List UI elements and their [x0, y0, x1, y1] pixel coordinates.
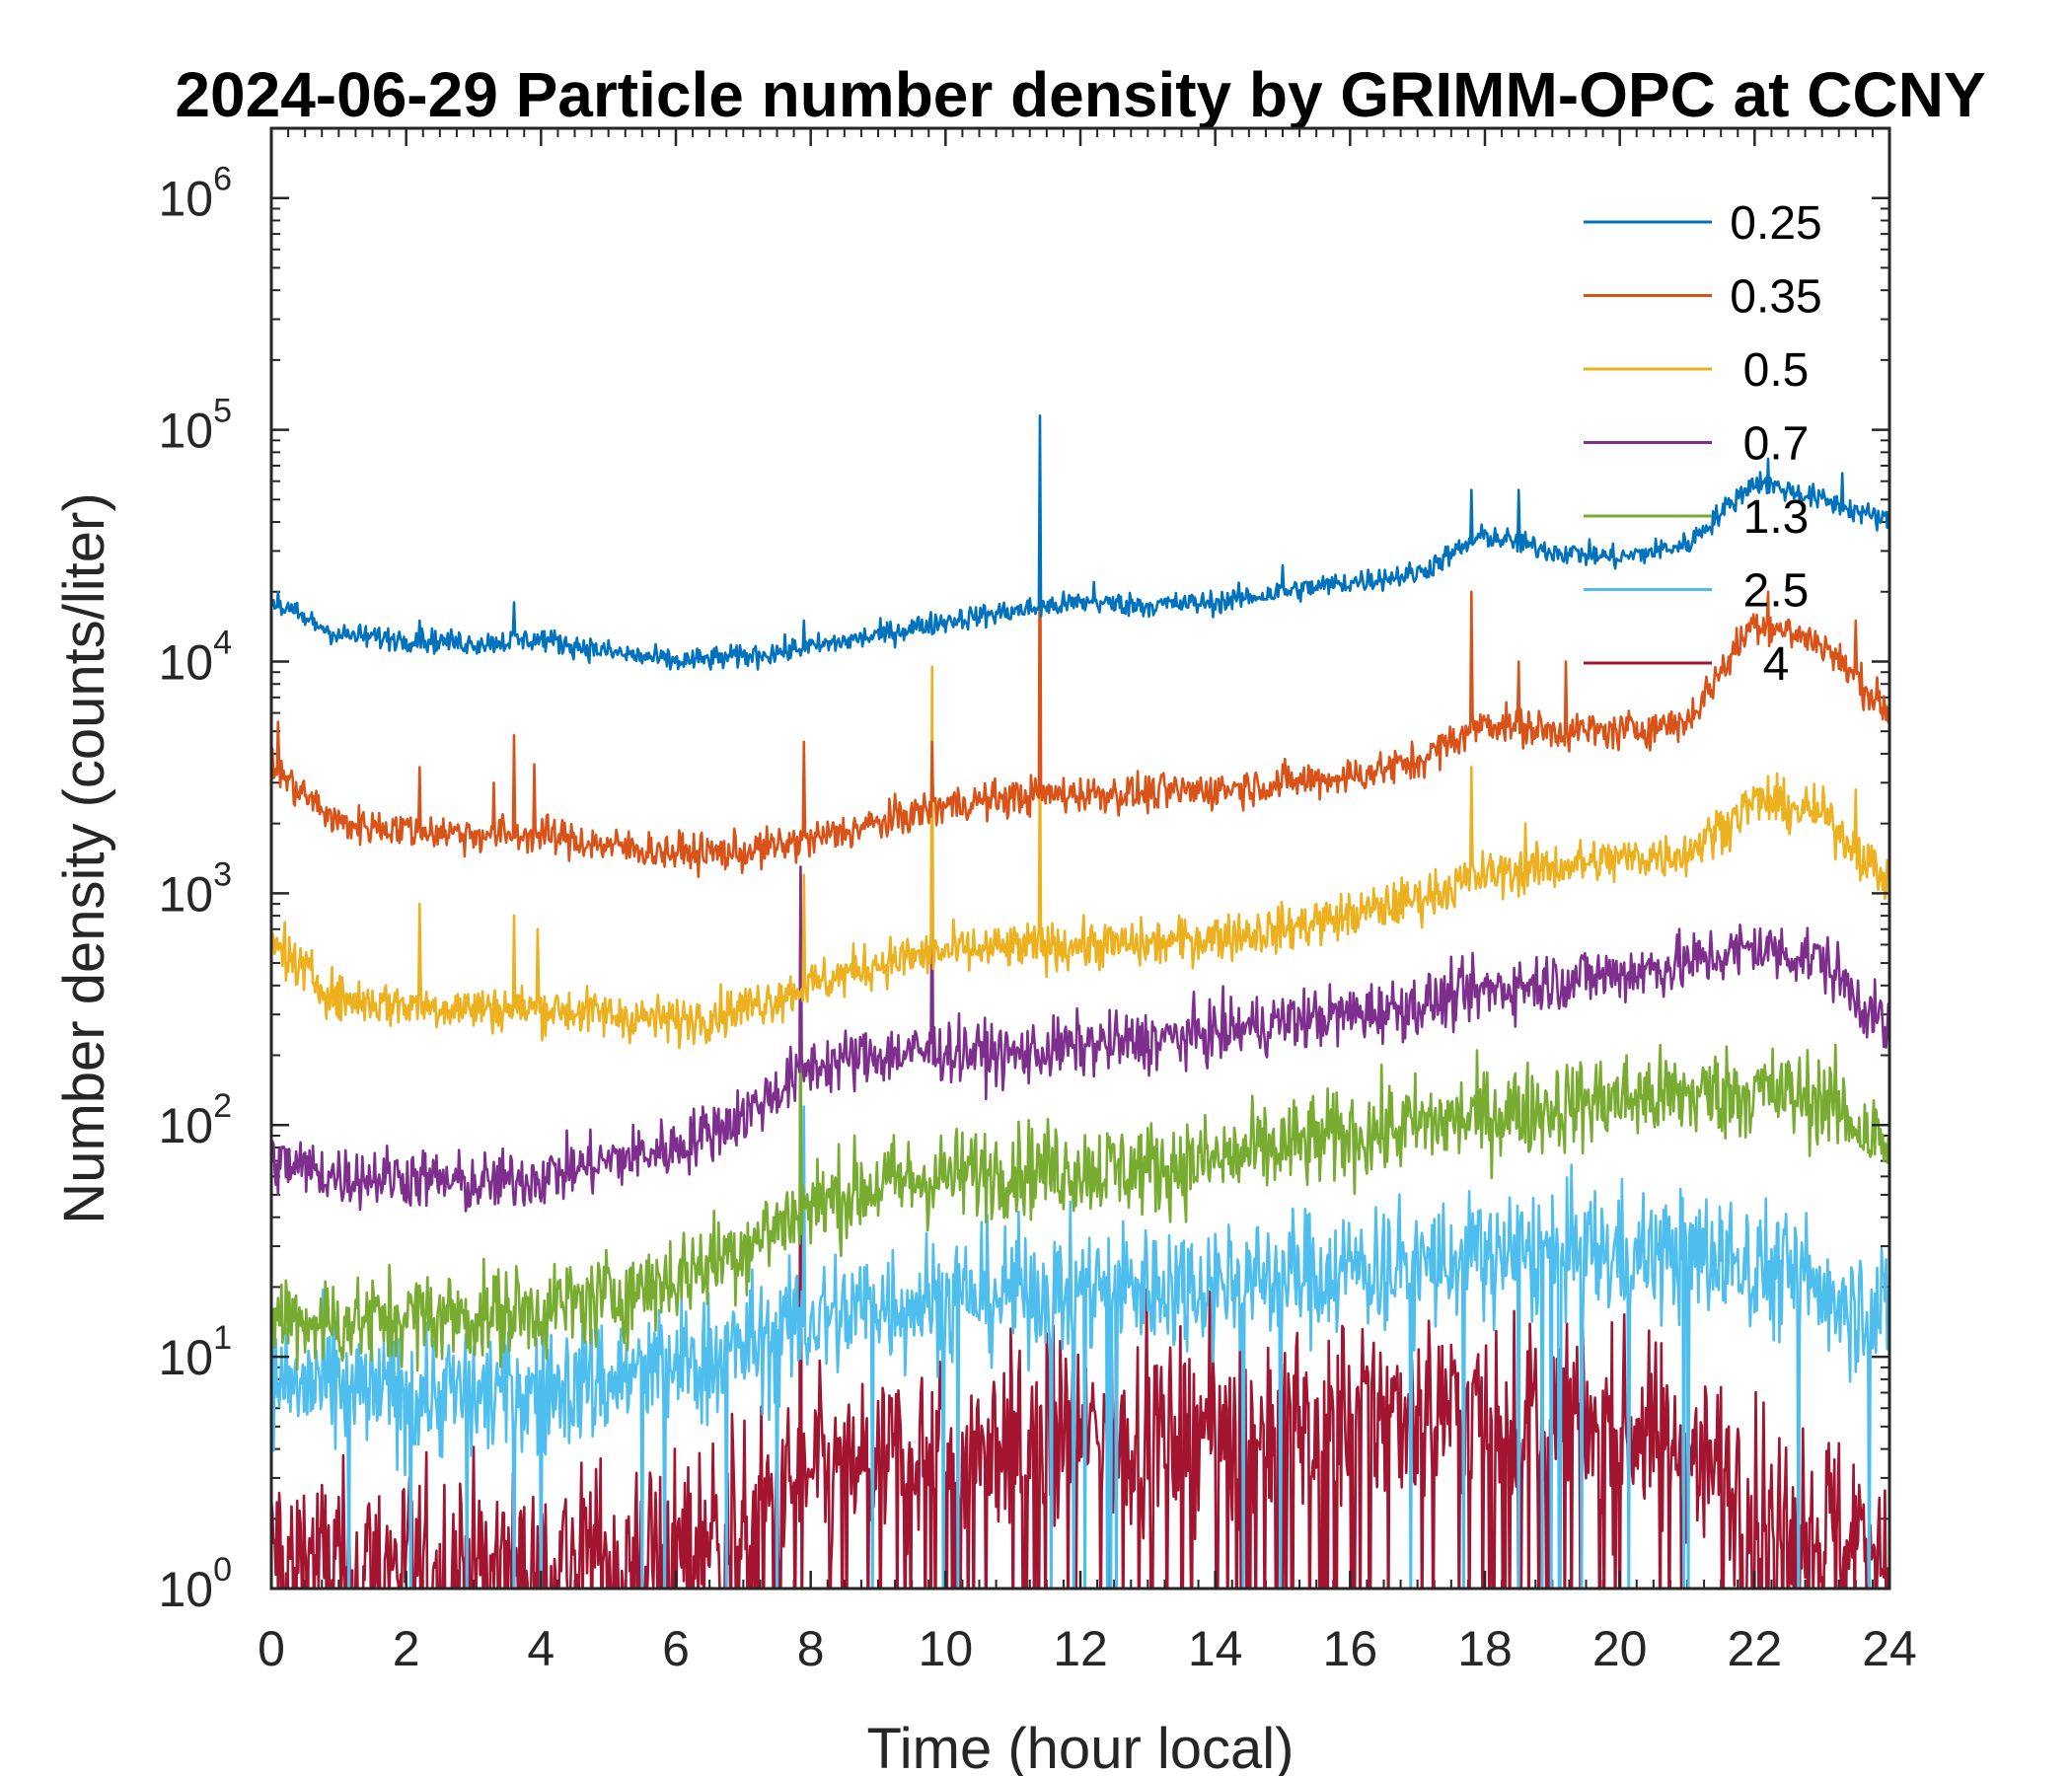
x-tick-label: 18 — [1457, 1621, 1513, 1676]
x-tick-labels: 0 2 4 6 8 10 12 14 16 18 20 22 24 — [258, 1621, 1917, 1676]
minor-ticks — [271, 127, 1889, 1589]
y-tick-labels: 100 101 102 103 104 105 106 — [158, 161, 232, 1617]
major-ticks — [269, 128, 1891, 1591]
legend-label: 0.7 — [1743, 418, 1810, 471]
series-group — [271, 413, 1889, 1589]
x-axis-label: Time (hour local) — [867, 1717, 1295, 1776]
series-line-0_7 — [271, 865, 1889, 1213]
y-tick-label: 103 — [158, 855, 232, 922]
series-line-0_35 — [271, 464, 1889, 879]
legend-label: 2.5 — [1743, 565, 1810, 618]
plot-frame — [269, 126, 1891, 1591]
y-tick-label: 101 — [158, 1319, 232, 1385]
x-tick-label: 6 — [662, 1621, 690, 1676]
series-line-0_25 — [271, 413, 1889, 671]
y-tick-label: 100 — [158, 1551, 232, 1617]
y-tick-label: 104 — [158, 624, 232, 690]
legend-label: 0.35 — [1730, 271, 1821, 324]
chart-title: 2024-06-29 Particle number density by GR… — [175, 59, 1985, 130]
legend-label: 0.5 — [1743, 344, 1810, 397]
x-tick-label: 4 — [527, 1621, 555, 1676]
x-tick-label: 8 — [797, 1621, 825, 1676]
x-tick-label: 14 — [1188, 1621, 1243, 1676]
legend-label: 1.3 — [1743, 491, 1810, 544]
legend-label: 4 — [1763, 638, 1790, 691]
x-tick-label: 22 — [1728, 1621, 1783, 1676]
legend-label: 0.25 — [1730, 197, 1821, 250]
series-line-1_3 — [271, 1019, 1889, 1371]
x-tick-label: 24 — [1862, 1621, 1917, 1676]
series-line-0_5 — [271, 665, 1889, 1050]
x-tick-label: 12 — [1053, 1621, 1108, 1676]
legend: 0.25 0.35 0.5 0.7 1.3 2.5 4 — [1584, 197, 1822, 691]
y-tick-label: 105 — [158, 393, 232, 459]
y-tick-label: 106 — [158, 161, 232, 227]
y-tick-label: 102 — [158, 1087, 232, 1153]
x-tick-label: 20 — [1592, 1621, 1648, 1676]
x-tick-label: 10 — [919, 1621, 974, 1676]
x-tick-label: 16 — [1323, 1621, 1378, 1676]
x-tick-label: 2 — [393, 1621, 420, 1676]
x-tick-label: 0 — [258, 1621, 285, 1676]
y-axis-label: Number density (counts/liter) — [52, 492, 116, 1223]
series-line-2_5 — [271, 1105, 1889, 1589]
